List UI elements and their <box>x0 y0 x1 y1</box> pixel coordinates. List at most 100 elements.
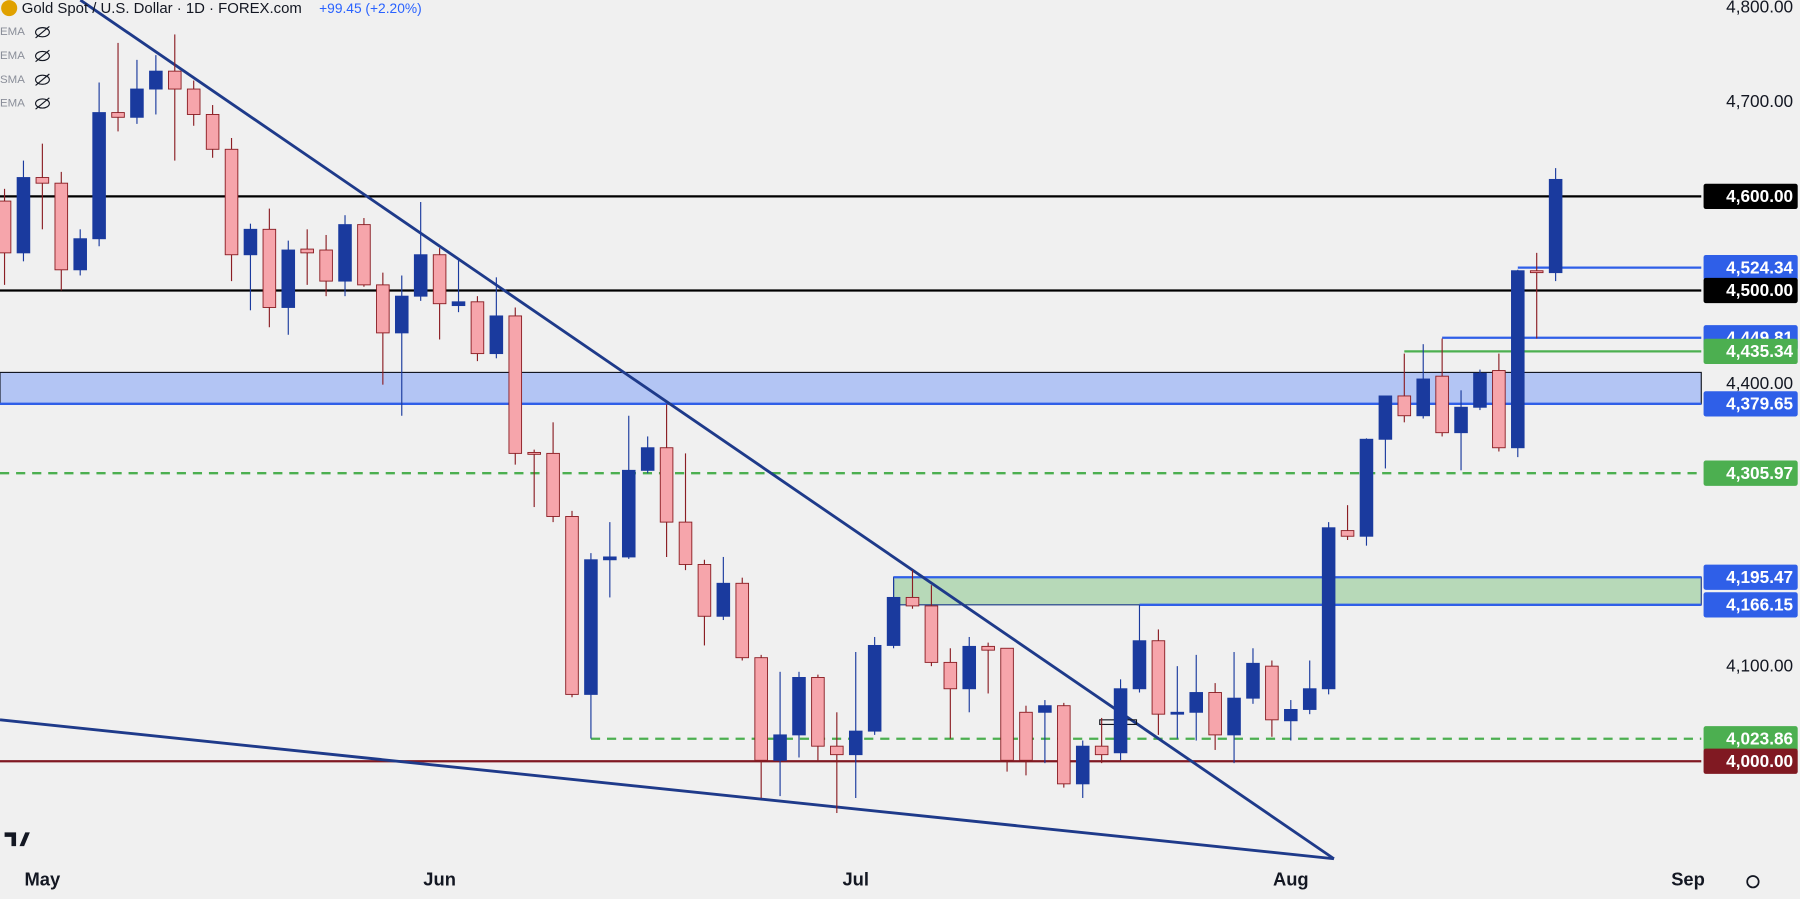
price-label-box <box>1703 277 1798 304</box>
candle-body <box>1265 665 1279 721</box>
candle-body <box>186 88 201 115</box>
candle-body <box>1529 270 1544 274</box>
candle-body <box>1548 178 1563 274</box>
price-label: 4,195.47 <box>1726 567 1793 587</box>
candle-body <box>1038 705 1052 713</box>
indicator-label: EMA <box>0 98 25 110</box>
candles <box>0 34 1563 814</box>
candle-body <box>1227 697 1241 736</box>
price-label: 4,000.00 <box>1726 751 1793 771</box>
candle-body <box>773 734 787 761</box>
candle-body <box>1170 711 1185 715</box>
y-tick-label: 4,700.00 <box>1726 91 1793 111</box>
candle-body <box>1075 745 1090 785</box>
candle-body <box>697 564 712 617</box>
price-label-box <box>1703 726 1798 752</box>
tv-logo <box>4 832 30 847</box>
symbol-title[interactable]: Gold Spot / U.S. Dollar · 1D · FOREX.com <box>22 0 302 17</box>
candle-body <box>735 582 750 659</box>
candle-body <box>1359 438 1374 537</box>
visibility-icon <box>35 27 50 38</box>
candle-body <box>1189 692 1204 713</box>
candle-body <box>981 645 995 651</box>
visibility-slash <box>35 49 50 63</box>
price-label-box <box>1703 254 1798 281</box>
candle-body <box>0 200 12 254</box>
price-label-box <box>1703 748 1798 774</box>
candle-body <box>470 301 485 355</box>
candle-body <box>1208 692 1222 736</box>
candle-body <box>754 657 768 761</box>
visibility-slash <box>35 97 50 110</box>
candle-body <box>205 114 220 150</box>
candle-body <box>678 521 693 565</box>
y-tick-label: 4,400.00 <box>1726 373 1793 393</box>
candle-body <box>130 88 144 118</box>
candle-body <box>338 224 352 282</box>
candle-body <box>1492 370 1506 449</box>
candle-body <box>224 148 239 256</box>
candle-body <box>1473 372 1487 408</box>
candle-body <box>716 582 731 617</box>
candle-body <box>1321 527 1336 690</box>
y-tick-label: 4,100.00 <box>1726 656 1793 676</box>
candle-body <box>73 238 87 271</box>
price-label-box <box>1703 592 1798 618</box>
zone <box>893 576 1702 606</box>
price-label-box <box>1703 391 1798 417</box>
symbol-icon <box>1 0 18 17</box>
candle-body <box>489 315 504 355</box>
x-tick-label: Sep <box>1671 868 1705 889</box>
price-label-box <box>1703 183 1798 209</box>
time-axis: May Jun Jul Aug Sep <box>25 868 1705 889</box>
candle-body <box>508 315 523 454</box>
price-label: 4,524.34 <box>1726 257 1793 277</box>
candle-body <box>886 596 901 646</box>
settings-icon[interactable] <box>1746 875 1760 889</box>
candle-body <box>848 730 863 756</box>
visibility-icon <box>35 74 50 85</box>
indicator-label: EMA <box>0 50 25 62</box>
price-label: 4,166.15 <box>1726 595 1793 615</box>
candle-body <box>1397 395 1412 417</box>
candle-body <box>319 249 333 282</box>
candle-body <box>811 676 825 747</box>
candle-body <box>1000 647 1014 761</box>
visibility-icon <box>35 50 50 62</box>
price-label-box <box>1703 460 1798 486</box>
change: +99.45 (+2.20%) <box>319 1 422 16</box>
candle-body <box>1151 640 1166 715</box>
candle-body <box>962 645 977 690</box>
price-label: 4,305.97 <box>1726 463 1793 483</box>
candle-body <box>830 745 844 756</box>
candle-body <box>546 452 560 517</box>
candle-body <box>527 451 541 455</box>
candle-body <box>92 112 106 240</box>
price-label: 4,435.34 <box>1726 341 1793 361</box>
candle-body <box>1246 662 1260 699</box>
header: Gold Spot / U.S. Dollar · 1D · FOREX.com… <box>1 0 422 17</box>
candle-body <box>1284 709 1298 722</box>
candle-body <box>621 469 636 558</box>
candle-body <box>943 661 958 690</box>
candle-body <box>1435 375 1449 434</box>
candle-body <box>603 556 617 561</box>
candle-body <box>149 70 163 90</box>
candle-body <box>451 301 466 307</box>
visibility-slash <box>35 73 50 86</box>
candle-body <box>376 284 390 334</box>
candle-body <box>565 516 579 695</box>
x-tick-label: Jun <box>423 868 456 889</box>
candle-body <box>168 70 182 90</box>
candle-body <box>1057 705 1071 785</box>
candle-body <box>659 447 674 523</box>
price-label-box <box>1703 338 1798 365</box>
logo <box>4 832 30 847</box>
candle-body <box>281 249 296 308</box>
visibility-icon <box>35 98 50 109</box>
indicator-label: SMA <box>0 74 25 86</box>
candle-body <box>300 248 314 254</box>
